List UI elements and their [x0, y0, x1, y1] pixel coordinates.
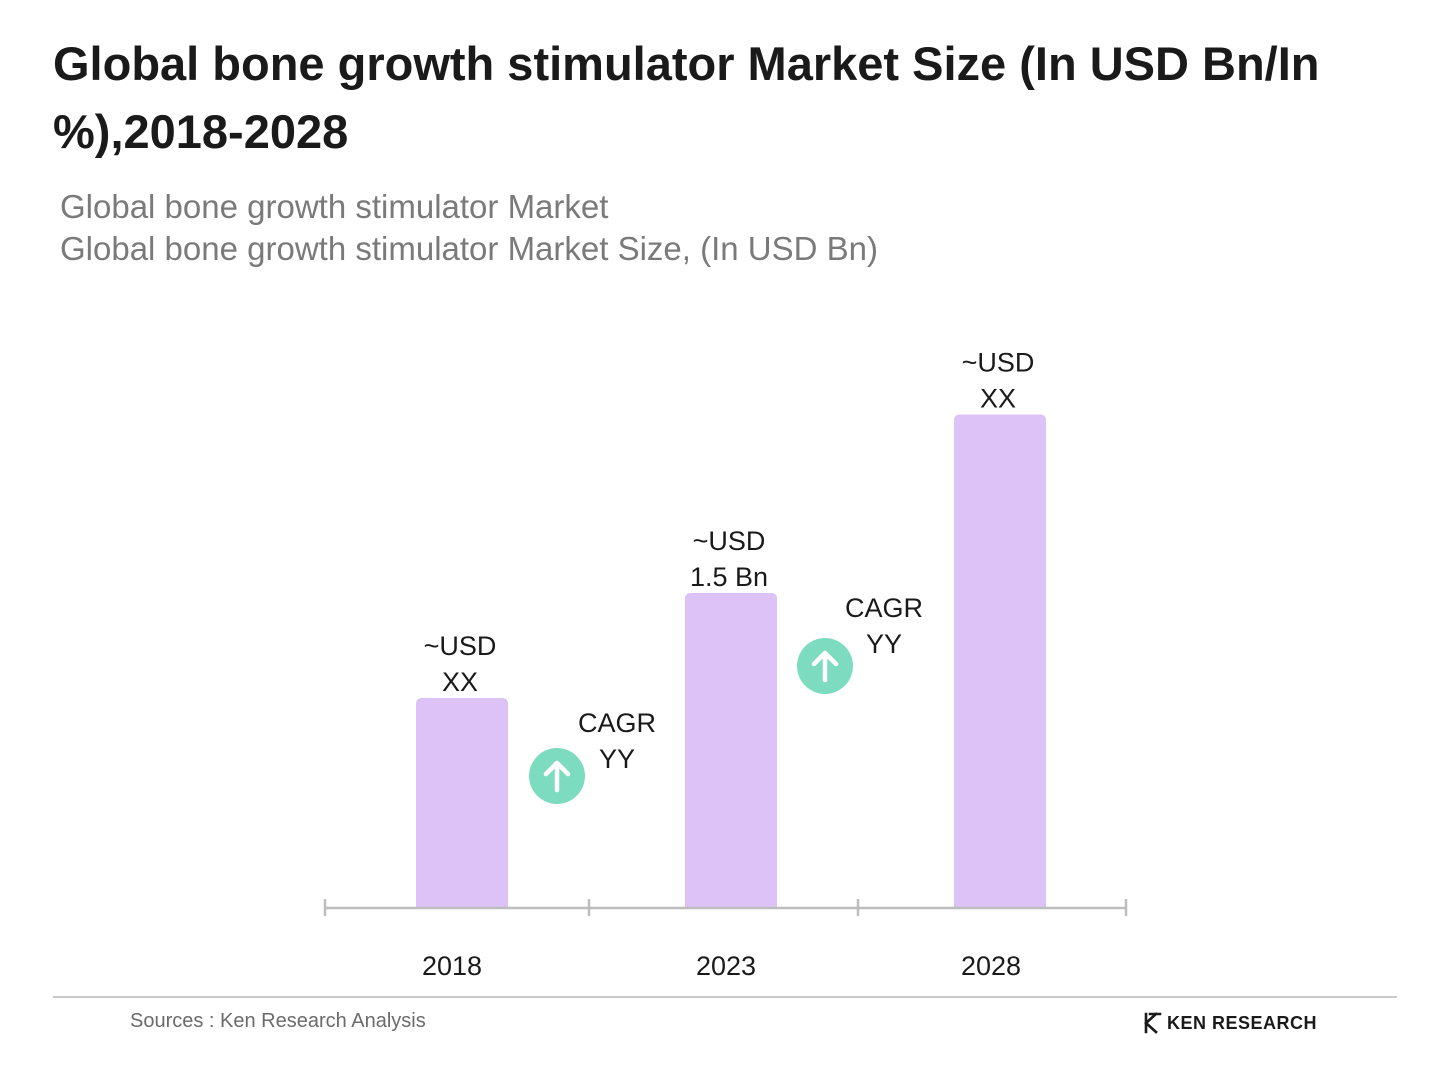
source-note: Sources : Ken Research Analysis [130, 1010, 426, 1032]
x-tick-label-2023: 2023 [696, 951, 756, 981]
bar-2018 [416, 698, 508, 908]
chart-title: Global bone growth stimulator Market Siz… [53, 37, 1320, 158]
arrow-up-glyph [543, 760, 571, 793]
brand-name: KEN RESEARCH [1167, 1012, 1318, 1033]
data-label-2028-line2: XX [980, 384, 1016, 414]
bar-2028 [954, 414, 1046, 908]
cagr-label-2-line2: YY [866, 629, 902, 659]
ken-research-logo-icon [1144, 1012, 1162, 1034]
cagr-label-1-line1: CAGR [578, 708, 656, 738]
chart-subtitle-1: Global bone growth stimulator Market [60, 188, 609, 225]
x-tick-label-2018: 2018 [422, 951, 482, 981]
cagr-label-2-line1: CAGR [845, 593, 923, 623]
cagr-label-1-line2: YY [599, 744, 635, 774]
chart-subtitle-2: Global bone growth stimulator Market Siz… [60, 230, 878, 267]
data-label-2028-line1: ~USD [962, 348, 1035, 378]
data-label-2023-line1: ~USD [693, 526, 766, 556]
data-label-2018-line2: XX [442, 667, 478, 697]
data-label-2023-line2: 1.5 Bn [690, 562, 768, 592]
arrow-up-glyph [811, 650, 839, 683]
brand-logo: KEN RESEARCH [1143, 1012, 1317, 1034]
footer-divider [53, 996, 1397, 998]
bar-2023 [685, 593, 777, 908]
x-tick-label-2028: 2028 [961, 951, 1021, 981]
data-label-2018-line1: ~USD [424, 631, 497, 661]
